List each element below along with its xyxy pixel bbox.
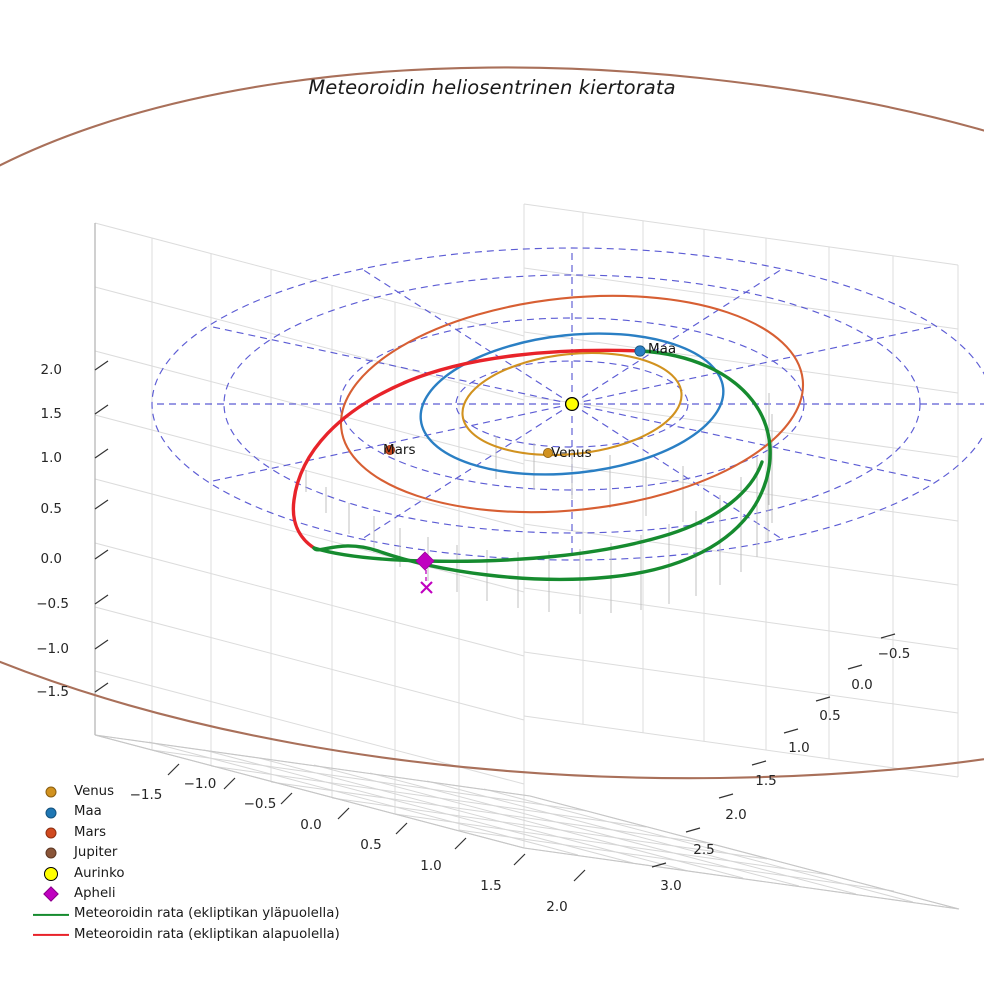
marker-venus <box>543 447 554 458</box>
axis-tick-marks <box>94 360 896 882</box>
body-label-venus: Venus <box>551 445 592 461</box>
legend-item[interactable]: Apheli <box>28 884 358 904</box>
x-axis-tick-label: 1.5 <box>480 878 502 894</box>
legend-item[interactable]: Venus <box>28 782 358 802</box>
legend-key-line <box>28 904 74 924</box>
legend-item[interactable]: Aurinko <box>28 864 358 884</box>
marker-mars <box>384 444 395 455</box>
body-label-maa: Maa <box>648 341 677 357</box>
y-axis-tick-label: 2.0 <box>725 807 747 823</box>
legend-item-label: Apheli <box>74 885 116 901</box>
legend-key-marker <box>28 782 74 802</box>
legend-item[interactable]: Meteoroidin rata (ekliptikan yläpuolella… <box>28 904 358 924</box>
legend-item[interactable]: Maa <box>28 802 358 822</box>
z-axis-tick-label: −1.0 <box>36 641 69 657</box>
legend-marker-dot-icon <box>44 866 58 881</box>
x-axis-tick-label: 2.0 <box>546 899 568 915</box>
pane-floor-outline <box>94 734 960 910</box>
legend-item-label: Meteoroidin rata (ekliptikan yläpuolella… <box>74 906 340 922</box>
orbit-jupiter <box>0 66 984 780</box>
legend-marker-diamond-icon <box>43 886 59 902</box>
legend-key-marker <box>28 823 74 843</box>
marker-aurinko <box>564 396 580 412</box>
legend-line-swatch-icon <box>33 913 69 916</box>
z-axis-tick-label: 0.5 <box>40 501 62 517</box>
meteoroid-stem-lines <box>305 393 773 614</box>
body-label-mars: Mars <box>383 442 416 458</box>
legend-item[interactable]: Meteoroidin rata (ekliptikan alapuolella… <box>28 925 358 945</box>
z-axis-tick-label: 1.5 <box>40 406 62 422</box>
aphelion-projection-x-marker <box>420 581 433 594</box>
orbit-venus <box>461 351 683 457</box>
legend-item-label: Jupiter <box>74 845 118 861</box>
y-axis-tick-label: −0.5 <box>877 646 911 662</box>
legend-item-label: Maa <box>74 804 102 820</box>
z-axis-tick-label: −0.5 <box>36 596 69 612</box>
z-axis-tick-label: −1.5 <box>36 684 69 700</box>
legend: Venus Maa Mars Jupiter Aurinko Apheli Meteoroi… <box>28 782 358 945</box>
aphelion-group <box>415 551 435 594</box>
legend-item-label: Venus <box>74 784 115 799</box>
legend-item[interactable]: Mars <box>28 823 358 843</box>
x-axis-tick-label: −1.0 <box>183 776 217 792</box>
legend-marker-dot-icon <box>45 786 57 798</box>
y-axis-tick-label: 0.0 <box>851 677 873 693</box>
legend-key-line <box>28 925 74 945</box>
x-axis-tick-label: 1.0 <box>420 858 442 874</box>
x-axis-tick-label: 0.0 <box>300 817 322 833</box>
orbit-mars <box>339 294 805 514</box>
legend-item[interactable]: Jupiter <box>28 843 358 863</box>
planet-markers <box>384 345 646 458</box>
legend-marker-dot-icon <box>45 847 57 859</box>
y-axis-tick-label: 1.0 <box>788 740 810 756</box>
legend-item-label: Meteoroidin rata (ekliptikan alapuolella… <box>74 926 340 942</box>
legend-item-label: Aurinko <box>74 865 125 881</box>
y-axis-tick-label: 3.0 <box>660 878 682 894</box>
x-axis-tick-label: −1.5 <box>129 787 163 803</box>
legend-marker-dot-icon <box>45 827 57 839</box>
z-axis-tick-label: 0.0 <box>40 551 62 567</box>
legend-key-marker <box>28 843 74 863</box>
orbit-maa <box>419 332 725 476</box>
legend-marker-dot-icon <box>45 807 57 819</box>
x-axis-tick-label: 0.5 <box>360 837 382 853</box>
legend-key-marker <box>28 802 74 822</box>
meteoroid-orbit-below-ecliptic <box>291 348 643 550</box>
legend-key-marker <box>28 884 74 904</box>
y-axis-tick-label: 0.5 <box>819 708 841 724</box>
z-axis-tick-label: 1.0 <box>40 450 62 466</box>
pane-back-left <box>94 222 525 849</box>
marker-maa <box>634 345 646 357</box>
y-axis-tick-label: 1.5 <box>755 773 777 789</box>
y-axis-tick-label: 2.5 <box>693 842 715 858</box>
page-title: Meteoroidin heliosentrinen kiertorata <box>308 76 676 99</box>
z-axis-tick-label: 2.0 <box>40 362 62 378</box>
meteoroid-orbit-above-ecliptic-lower <box>312 460 764 564</box>
legend-key-marker <box>28 864 74 884</box>
x-axis-tick-label: −0.5 <box>243 796 277 812</box>
meteoroid-orbit-above-ecliptic <box>312 349 772 582</box>
legend-line-swatch-icon <box>33 933 69 937</box>
aphelion-diamond-marker <box>415 551 435 571</box>
legend-item-label: Mars <box>74 824 107 840</box>
